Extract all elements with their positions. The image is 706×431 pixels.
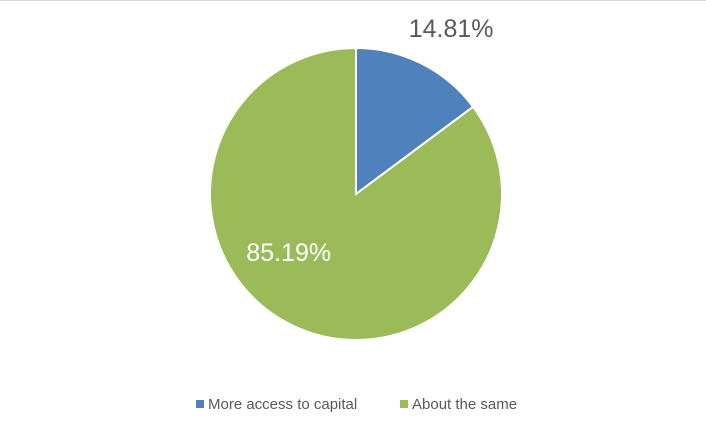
pie-slice (209, 46, 503, 341)
legend-swatch (400, 400, 408, 408)
legend-label: About the same (412, 396, 517, 413)
value-label: 85.19% (246, 239, 331, 267)
pie-slice (355, 46, 475, 196)
value-label: 14.81% (409, 15, 494, 43)
legend-label: More access to capital (208, 396, 357, 413)
legend-swatch (196, 400, 204, 408)
